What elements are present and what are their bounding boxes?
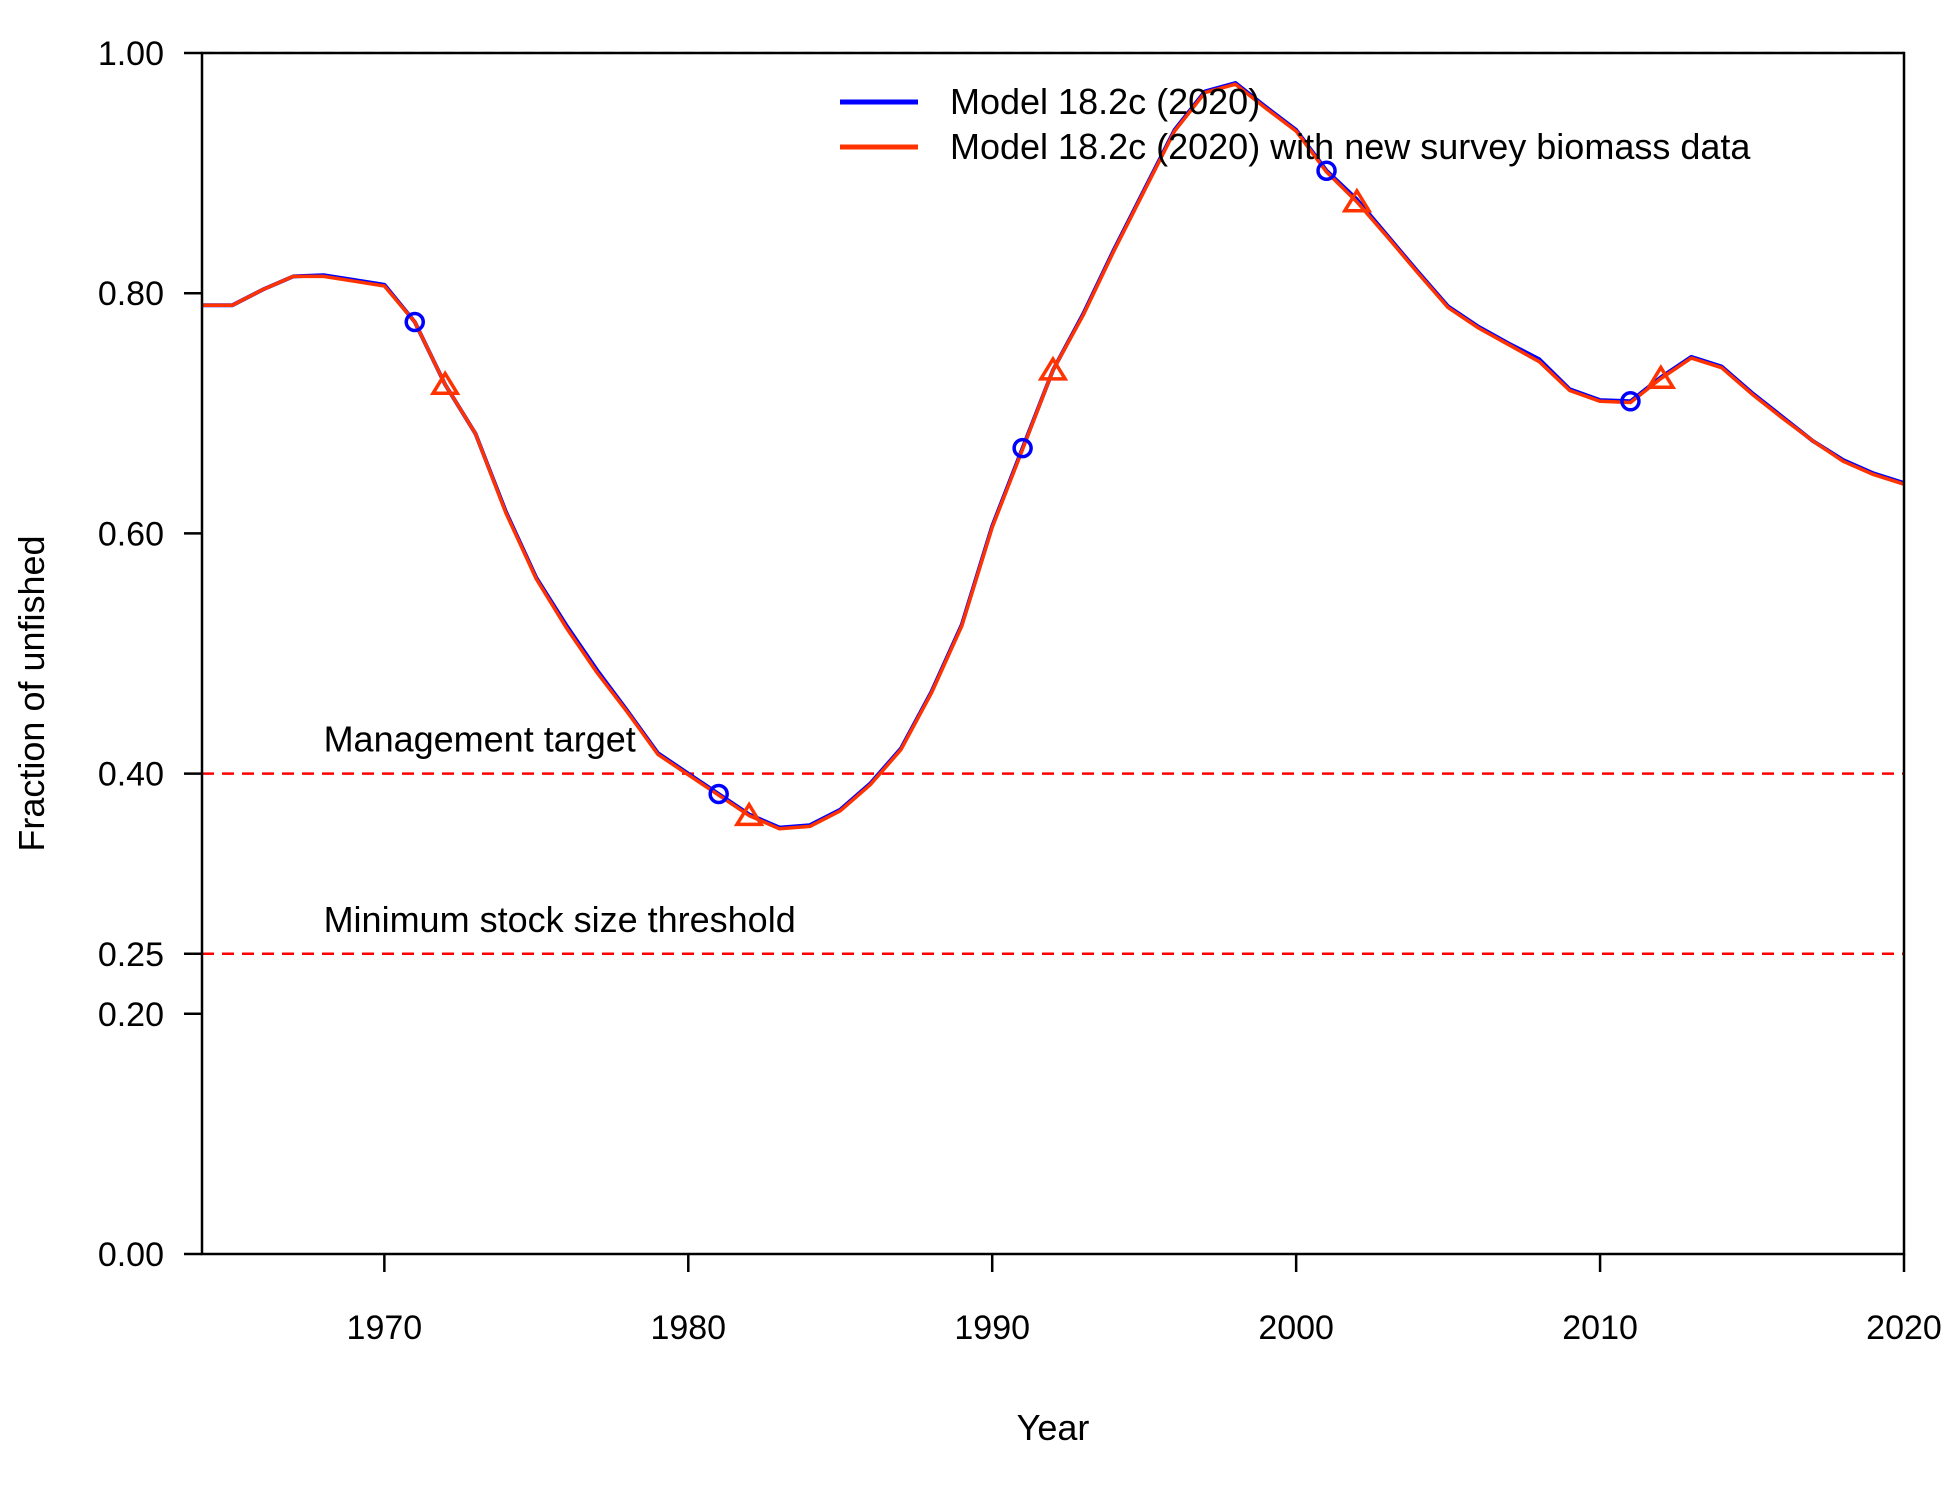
- x-tick-label: 2000: [1258, 1309, 1334, 1347]
- reference-lines: Management target Minimum stock size thre…: [202, 51, 1904, 955]
- x-tick-label: 1990: [954, 1309, 1030, 1347]
- series-markers: [404, 160, 1677, 827]
- x-tick-label: 1980: [650, 1309, 726, 1347]
- legend-label-0: Model 18.2c (2020): [950, 81, 1260, 122]
- x-tick-label: 1970: [347, 1309, 423, 1347]
- series-1-marker: [1341, 187, 1373, 213]
- y-axis-title: Fraction of unfished: [11, 535, 52, 851]
- x-axis-title: Year: [1017, 1407, 1090, 1448]
- y-tick-label: 0.40: [98, 756, 164, 794]
- series-0-marker: [1620, 391, 1641, 412]
- y-tick-label: 0.20: [98, 996, 164, 1034]
- series-0-marker: [404, 311, 425, 333]
- y-axis: 0.00 0.20 0.25 0.40 0.60 0.80 1.00: [98, 35, 202, 1274]
- series-1-marker: [429, 370, 461, 396]
- x-tick-label: 2010: [1562, 1309, 1638, 1347]
- y-tick-label: 1.00: [98, 35, 164, 73]
- y-tick-label: 0.80: [98, 275, 164, 313]
- plot-frame: [200, 51, 1906, 1256]
- y-tick-label: 0.60: [98, 515, 164, 553]
- series-1-marker: [1037, 355, 1069, 381]
- series-0-marker: [1012, 437, 1033, 459]
- series-1-marker: [1645, 364, 1677, 390]
- series-0-marker: [708, 783, 729, 805]
- legend-label-1: Model 18.2c (2020) with new survey bioma…: [950, 126, 1751, 167]
- x-axis: 1970 1980 1990 2000 2010 2020: [347, 1254, 1942, 1347]
- legend: Model 18.2c (2020)Model 18.2c (2020) wit…: [840, 81, 1751, 167]
- reference-line-label: Minimum stock size threshold: [324, 899, 796, 940]
- series-1-marker: [733, 801, 765, 827]
- series-0-marker: [1316, 160, 1337, 181]
- y-tick-label: 0.00: [98, 1236, 164, 1274]
- x-tick-label: 2020: [1866, 1309, 1942, 1347]
- y-tick-label: 0.25: [98, 936, 164, 974]
- reference-line-label: Management target: [324, 719, 636, 760]
